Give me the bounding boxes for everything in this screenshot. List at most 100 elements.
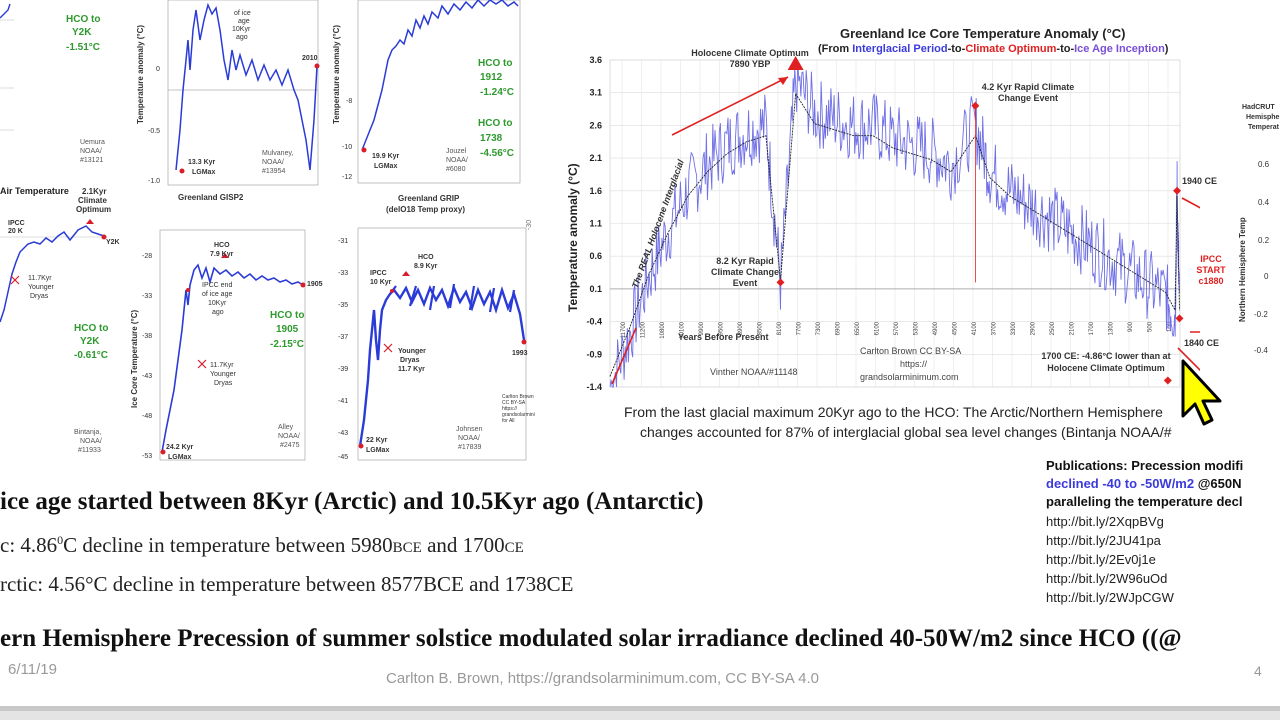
panel-gisp2: Greenland GISP2 Ice Core Temperature (°C…	[128, 190, 328, 466]
annot-1700ce: 1700 CE: -4.86°C lower than at Holocene …	[1041, 351, 1171, 373]
panel-grip-ytick-2: -35	[338, 302, 349, 309]
main-chart-yticks: 3.6 3.1 2.6 2.1 1.6 1.1 0.6 0.1 -0.4 -0.9 -1.4	[586, 55, 602, 392]
main-chart-xtick-12: 6500	[855, 321, 861, 335]
body-line2-a: c: 4.86	[0, 533, 58, 557]
panel-grip-title2: (delO18 Temp proxy)	[386, 205, 465, 214]
subtitle-pre: (From	[818, 43, 853, 55]
panel-mulvaney-src3: #13954	[262, 168, 286, 175]
panel-grip-lgm1: 22 Kyr	[366, 437, 388, 444]
panel-bintanja-kyr: 2.1Kyr	[82, 187, 107, 196]
body-line2: c: 4.860C decline in temperature between…	[0, 533, 524, 558]
panel-bintanja-title: Air Temperature	[0, 186, 69, 196]
panel-grip-yd2: Dryas	[400, 357, 420, 364]
panel-gisp2-src3: #2475	[280, 442, 300, 449]
panel-mulvaney-t1: of ice	[234, 10, 251, 17]
marker-1700	[1163, 376, 1172, 385]
publication-link-3[interactable]: http://bit.ly/2Ev0j1e	[1046, 552, 1156, 567]
main-chart-ytick-10: -1.4	[586, 382, 602, 392]
panel-grip-ipcc: IPCC	[370, 270, 387, 277]
annot-hco: Holocene Climate Optimum 7890 YBP	[691, 48, 809, 69]
main-chart-xticks: 11700 11200 10800 10100 9900 9500 8900 8500 8100…	[621, 321, 1173, 338]
panel-gisp2-ytick-1: -33	[142, 293, 153, 300]
publication-link-4[interactable]: http://bit.ly/2W96uOd	[1046, 571, 1168, 586]
panel-bintanja-climate: Climate	[78, 196, 107, 205]
annot-8-2kyr: 8.2 Kyr Rapid Climate Change Event	[710, 256, 779, 288]
panel-grip-src3: #17839	[458, 444, 482, 451]
panel-gisp2-hco: HCO	[214, 242, 230, 249]
panel-grip: Greenland GRIP (delO18 Temp proxy) -31 -…	[330, 190, 535, 466]
main-chart-xlabel: Years Before Present	[678, 332, 769, 342]
slide-footer: Carlton B. Brown, https://grandsolarmini…	[386, 670, 819, 687]
panel-jouzel-y3: -12	[342, 174, 353, 181]
panel-uemura-source3: #13121	[80, 157, 104, 164]
panel-gisp2-hco-val: -2.15°C	[270, 339, 305, 350]
main-chart-xtick-11: 6900	[836, 321, 842, 335]
panel-grip-yd3: 11.7 Kyr	[398, 366, 425, 373]
panel-bintanja-yd1: 11.7Kyr	[28, 275, 52, 282]
panel-bintanja-ipcc: IPCC	[8, 220, 25, 227]
publications-line2-blue: declined -40 to -50W/m2	[1046, 476, 1195, 491]
publications-line2-rest: @650N	[1194, 476, 1242, 491]
main-chart-xtick-3: 10100	[680, 321, 686, 338]
publication-link-2[interactable]: http://bit.ly/2JU41pa	[1046, 533, 1161, 548]
main-chart-xtick-16: 4900	[933, 321, 939, 335]
panel-gisp2-title: Greenland GISP2	[178, 193, 244, 202]
main-chart-series-raw	[609, 59, 1180, 388]
panel-bintanja: Air Temperature 2.1Kyr Climate Optimum I…	[0, 182, 128, 464]
panel-grip-ytick-5: -41	[338, 398, 349, 405]
main-chart-xtick-4: 9900	[699, 321, 705, 335]
panel-grip-ytick-1: -33	[338, 270, 349, 277]
main-chart: Greenland Ice Core Temperature Anomaly (…	[560, 20, 1226, 400]
panel-bintanja-plot	[0, 219, 107, 323]
panel-gisp2-hco-to2: 1905	[276, 324, 299, 335]
panel-hadcrut: HadCRUT Hemisphe Temperat Northern Hemis…	[1236, 100, 1280, 360]
panel-grip-ytick-4: -39	[338, 366, 349, 373]
panel-bintanja-source2: NOAA/	[80, 438, 102, 445]
panel-gisp2-end: 1905	[307, 281, 323, 288]
panel-gisp2-ipcc3: 10Kyr	[208, 300, 227, 307]
panel-mulvaney-t2: age	[238, 18, 250, 25]
panel-mulvaney-plot	[167, 0, 320, 186]
arrow-1700	[1177, 347, 1200, 372]
main-chart-xtick-7: 8500	[758, 321, 764, 335]
main-chart-xtick-21: 2900	[1031, 321, 1037, 335]
panel-gisp2-yd3: Dryas	[214, 380, 233, 387]
caption-line2: changes accounted for 87% of interglacia…	[640, 424, 1172, 440]
annot-credit2: https://	[900, 359, 928, 369]
main-chart-xtick-27: 500	[1148, 321, 1154, 332]
body-line3: rctic: 4.56°C decline in temperature bet…	[0, 572, 574, 596]
panel-gisp2-plot	[159, 229, 306, 461]
main-chart-xtick-1: 11200	[641, 321, 647, 338]
arrow-1940	[1181, 197, 1200, 209]
panel-gisp2-ytick-5: -53	[142, 453, 153, 460]
main-chart-xtick-24: 1700	[1089, 321, 1095, 335]
panel-gisp2-yd1: 11.7Kyr	[210, 362, 234, 369]
subtitle-to2: -to-	[1056, 43, 1075, 55]
panel-hadcrut-ylabel: Northern Hemisphere Temp	[1238, 217, 1247, 322]
panel-jouzel-hco2v: -4.56°C	[480, 148, 515, 159]
main-chart-ytick-9: -0.9	[586, 349, 602, 359]
annot-1940ce: 1940 CE	[1182, 176, 1218, 186]
panel-gisp2-hco-age: 7.9 Kyr	[210, 251, 234, 258]
body-heading: ice age started between 8Kyr (Arctic) an…	[0, 488, 704, 515]
panel-grip-src1: Johnsen	[456, 426, 483, 433]
annot-1840ce: 1840 CE	[1184, 338, 1220, 348]
panel-gisp2-src1: Alley	[278, 424, 294, 431]
main-chart-xtick-20: 3300	[1011, 321, 1017, 335]
publication-link-5[interactable]: http://bit.ly/2WJpCGW	[1046, 590, 1174, 605]
panel-mulvaney-end: 2010	[302, 55, 318, 62]
main-chart-lines	[609, 59, 1180, 388]
panel-hadcrut-ytick-0: 0.6	[1258, 160, 1270, 169]
panel-jouzel-plot	[357, 0, 521, 184]
panel-uemura-source: Uemura	[80, 139, 105, 146]
panel-uemura-hco-label: HCO to	[66, 14, 101, 25]
panel-hadcrut-t3: Temperat	[1248, 124, 1279, 131]
panel-jouzel-y2: -10	[342, 144, 353, 151]
panel-uemura-hco-target: Y2K	[72, 27, 92, 38]
publication-link-1[interactable]: http://bit.ly/2XqpBVg	[1046, 514, 1164, 529]
marker-1940	[1173, 186, 1182, 195]
subtitle-to1: -to-	[947, 43, 966, 55]
arrow-start	[611, 327, 637, 385]
body-line2-c: and 1700	[421, 533, 505, 557]
panel-jouzel-y1: -8	[346, 98, 353, 105]
